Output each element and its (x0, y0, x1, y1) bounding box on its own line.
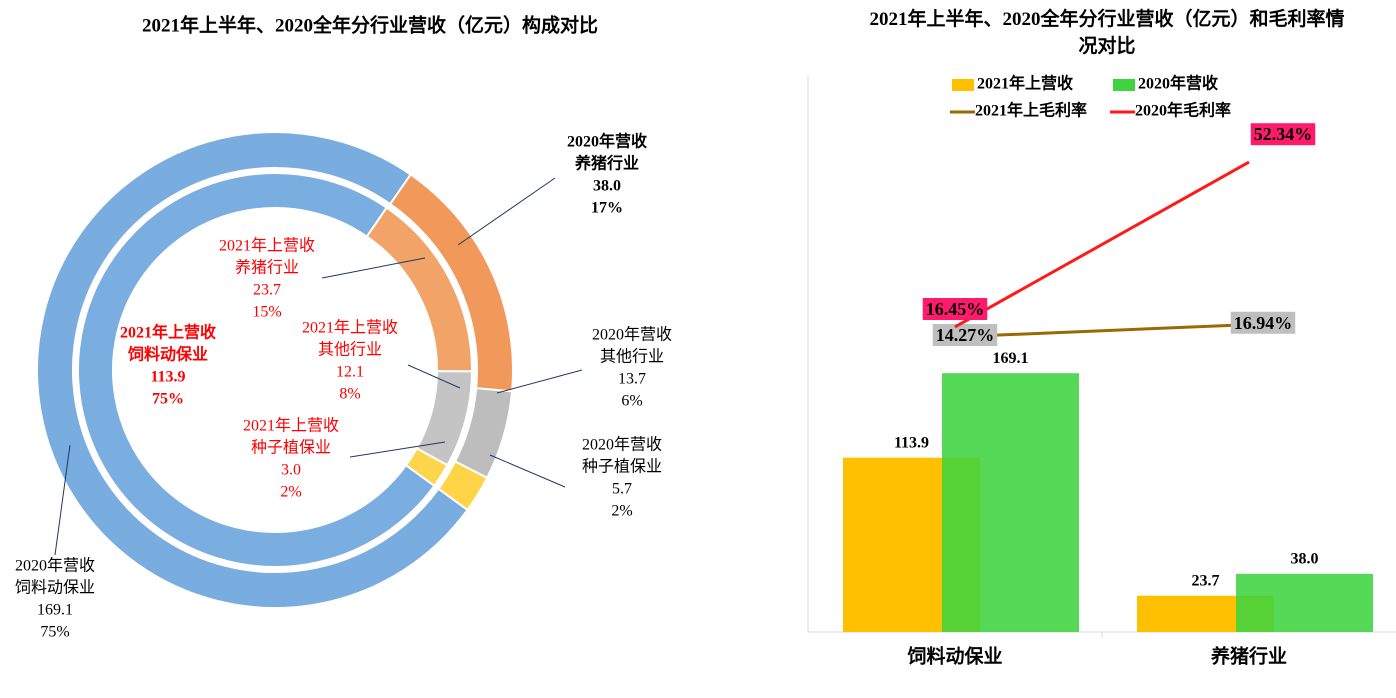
legend-label: 2021年上营收 (977, 74, 1073, 93)
data-label: 75% (152, 391, 184, 408)
line-value-label: 14.27% (936, 325, 995, 345)
data-label: 2021年上营收 (302, 319, 398, 337)
data-label: 2020年营收 (592, 326, 672, 344)
data-label: 种子植保业 (251, 439, 331, 457)
data-label: 种子植保业 (582, 458, 662, 476)
label-box (922, 298, 988, 321)
data-label: 3.0 (281, 462, 301, 479)
legend-swatch (952, 79, 974, 91)
leader-line (489, 454, 566, 488)
data-label: 其他行业 (318, 341, 382, 359)
data-label: 12.1 (336, 364, 364, 381)
line-value-label: 16.94% (1234, 313, 1293, 333)
donut-slice (404, 447, 449, 488)
donut-slice (77, 172, 436, 568)
data-label: 养猪行业 (235, 259, 299, 277)
line (954, 323, 1250, 339)
leader-line (54, 444, 71, 556)
data-label: 2020年营收 (567, 132, 647, 151)
data-label: 5.7 (612, 481, 632, 498)
data-label: 6% (621, 393, 642, 410)
data-label: 养猪行业 (574, 154, 639, 173)
data-label: 113.9 (150, 369, 185, 386)
data-label: 2021年上营收 (120, 323, 216, 342)
chart-title: 2021年上半年、2020全年分行业营收（亿元）构成对比 (142, 13, 598, 36)
leader-line (321, 257, 426, 279)
line-value-label: 52.34% (1254, 124, 1313, 144)
bar (942, 373, 1079, 632)
data-label: 饲料动保业 (127, 345, 208, 364)
bar-value-label: 169.1 (993, 350, 1029, 367)
line (954, 160, 1250, 329)
legend-swatch (1113, 79, 1135, 91)
data-label: 23.7 (253, 282, 281, 299)
data-label: 15% (252, 304, 281, 321)
label-box (1230, 311, 1296, 334)
leader-line (496, 369, 583, 394)
data-label: 38.0 (593, 178, 621, 195)
data-label: 2020年营收 (15, 557, 95, 575)
x-tick-label: 饲料动保业 (906, 644, 1002, 667)
legend-label: 2020年营收 (1138, 74, 1218, 93)
data-label: 2020年营收 (582, 436, 662, 454)
label-box (1250, 123, 1316, 146)
data-label: 饲料动保业 (15, 579, 95, 597)
data-label: 17% (591, 200, 623, 217)
bar-value-label: 23.7 (1192, 572, 1220, 589)
data-label: 169.1 (37, 602, 73, 619)
data-label: 2% (611, 503, 632, 520)
chart-title: 2021年上半年、2020全年分行业营收（亿元）和毛利率情况对比 (869, 9, 1345, 57)
data-label: 75% (40, 624, 69, 641)
leader-line (349, 441, 446, 458)
bar-value-label: 113.9 (894, 434, 929, 451)
data-label: 其他行业 (600, 348, 664, 366)
data-label: 2021年上营收 (219, 237, 315, 255)
legend-label: 2020年毛利率 (1135, 101, 1231, 120)
line-value-label: 16.45% (926, 299, 985, 319)
bar-value-label: 38.0 (1291, 551, 1319, 568)
leader-line (407, 364, 461, 389)
data-label: 13.7 (618, 371, 646, 388)
leader-line (457, 177, 556, 246)
data-label: 8% (339, 386, 360, 403)
donut-slice (36, 131, 469, 609)
data-label: 2% (280, 484, 301, 501)
label-box (932, 324, 998, 347)
x-tick-label: 养猪行业 (1210, 644, 1287, 667)
donut-slice (437, 460, 489, 512)
data-label: 2021年上营收 (243, 417, 339, 435)
bar (1236, 573, 1373, 632)
legend-label: 2021年上毛利率 (975, 101, 1087, 120)
